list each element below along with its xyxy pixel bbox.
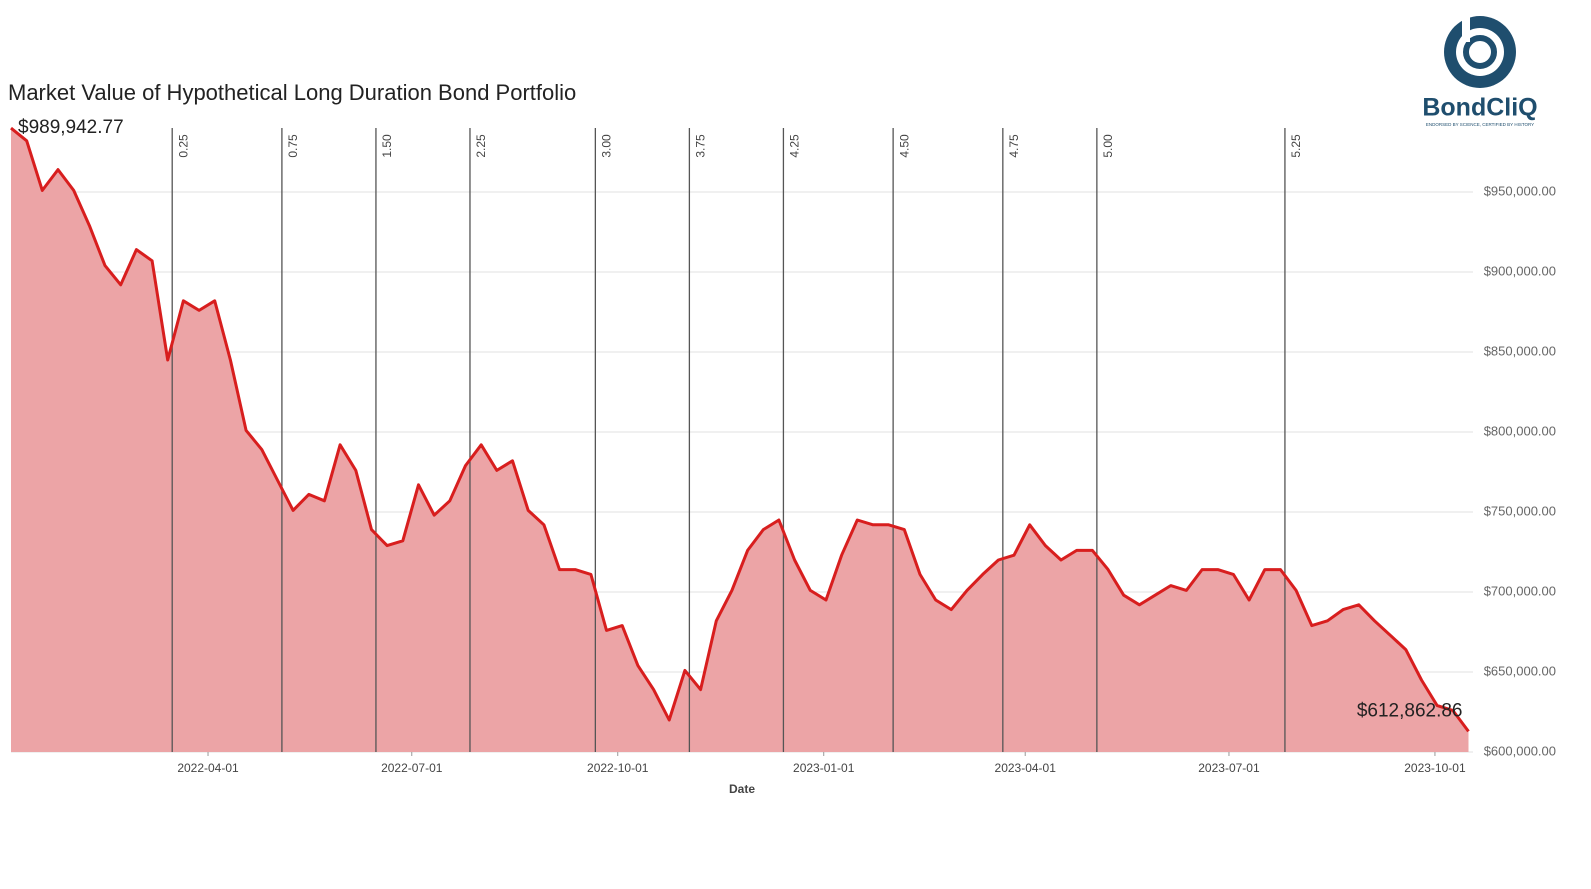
- y-tick-label: $650,000.00: [1484, 663, 1556, 678]
- x-tick-label: 2023-07-01: [1198, 761, 1260, 775]
- logo: BondCliQ ENDORSED BY SCIENCE, CERTIFIED …: [1422, 2, 1538, 127]
- event-label: 0.75: [286, 134, 300, 158]
- x-tick-label: 2022-10-01: [587, 761, 649, 775]
- event-label: 4.25: [788, 134, 802, 158]
- value-label: $989,942.77: [18, 117, 124, 138]
- chart-title: Market Value of Hypothetical Long Durati…: [8, 80, 576, 105]
- y-tick-label: $800,000.00: [1484, 423, 1556, 438]
- x-tick-label: 2023-01-01: [793, 761, 855, 775]
- event-label: 4.75: [1007, 134, 1021, 158]
- x-axis-label: Date: [729, 782, 755, 796]
- event-label: 3.00: [600, 134, 614, 158]
- event-label: 4.50: [897, 134, 911, 158]
- event-label: 5.25: [1289, 134, 1303, 158]
- logo-q: [1463, 35, 1497, 69]
- x-tick-label: 2022-07-01: [381, 761, 443, 775]
- value-label: $612,862.86: [1357, 700, 1463, 721]
- event-label: 1.50: [380, 134, 394, 158]
- y-tick-label: $850,000.00: [1484, 343, 1556, 358]
- y-tick-label: $600,000.00: [1484, 743, 1556, 758]
- y-tick-label: $950,000.00: [1484, 183, 1556, 198]
- event-label: 0.25: [176, 134, 190, 158]
- x-tick-label: 2023-10-01: [1404, 761, 1466, 775]
- event-label: 5.00: [1101, 134, 1115, 158]
- event-label: 2.25: [474, 134, 488, 158]
- x-tick-label: 2023-04-01: [995, 761, 1057, 775]
- event-label: 3.75: [694, 134, 708, 158]
- logo-name: BondCliQ: [1422, 94, 1537, 122]
- y-tick-label: $900,000.00: [1484, 263, 1556, 278]
- line: [10, 126, 1470, 733]
- x-tick-label: 2022-04-01: [177, 761, 239, 775]
- logo-gap: [1462, 2, 1470, 42]
- y-tick-label: $750,000.00: [1484, 503, 1556, 518]
- y-tick-label: $700,000.00: [1484, 583, 1556, 598]
- logo-tagline: ENDORSED BY SCIENCE, CERTIFIED BY HISTOR…: [1426, 122, 1534, 127]
